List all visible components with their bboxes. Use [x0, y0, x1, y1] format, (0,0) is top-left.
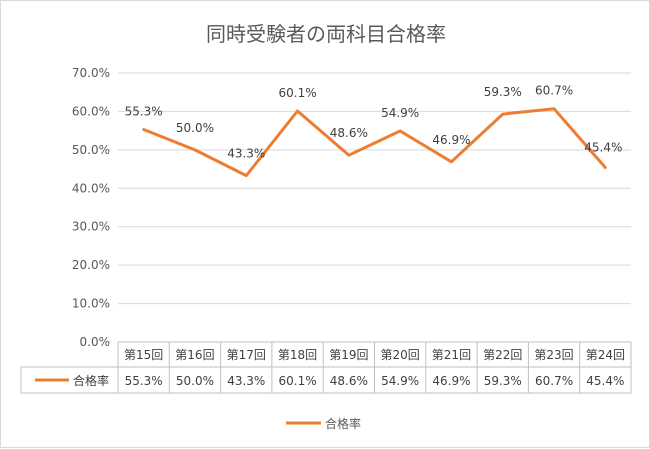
y-tick-label: 60.0% [72, 104, 110, 118]
table-value: 54.9% [381, 374, 419, 388]
x-tick-label: 第15回 [124, 348, 163, 362]
table-value: 48.6% [330, 374, 368, 388]
x-tick-label: 第16回 [175, 348, 214, 362]
data-labels: 55.3% 50.0% 43.3% 60.1% 48.6% 54.9% 46.9% 59.3%… [125, 84, 623, 161]
x-tick-label: 第19回 [329, 348, 368, 362]
y-tick-label: 40.0% [72, 181, 110, 195]
table-value: 45.4% [586, 374, 624, 388]
table-value: 50.0% [176, 374, 214, 388]
data-label: 54.9% [381, 106, 419, 120]
series-layer [142, 107, 607, 178]
legend-label: 合格率 [325, 416, 361, 431]
x-tick-label: 第23回 [534, 348, 573, 362]
table-value: 59.3% [484, 374, 522, 388]
table-value: 55.3% [125, 374, 163, 388]
data-label: 60.1% [278, 86, 316, 100]
x-tick-label: 第22回 [483, 348, 522, 362]
y-tick-label: 50.0% [72, 143, 110, 157]
table-value: 43.3% [227, 374, 265, 388]
data-table: 第15回 55.3% 第16回 50.0% 第17回 43.3% 第18回 60.1% 第19回… [20, 341, 632, 394]
y-axis-ticks: 0.0% 10.0% 20.0% 30.0% 40.0% 50.0% 60.0% 70.0% [72, 66, 110, 349]
table-value: 60.1% [278, 374, 316, 388]
y-tick-label: 20.0% [72, 258, 110, 272]
y-tick-label: 10.0% [72, 297, 110, 311]
data-label: 60.7% [535, 84, 573, 98]
data-label: 59.3% [484, 85, 522, 99]
x-tick-label: 第21回 [432, 348, 471, 362]
y-tick-label: 70.0% [72, 66, 110, 80]
data-label: 48.6% [330, 126, 368, 140]
grid [118, 72, 631, 305]
table-value: 46.9% [432, 374, 470, 388]
data-label: 50.0% [176, 121, 214, 135]
table-series-name: 合格率 [73, 373, 109, 388]
chart-title: 同時受験者の両科目合格率 [206, 22, 446, 46]
data-label: 43.3% [227, 147, 265, 161]
x-tick-label: 第24回 [586, 348, 625, 362]
x-tick-label: 第18回 [278, 348, 317, 362]
x-tick-label: 第20回 [381, 348, 420, 362]
series-line [142, 107, 607, 178]
data-label: 45.4% [584, 141, 622, 155]
legend: 合格率 [286, 416, 361, 431]
data-label: 55.3% [125, 104, 163, 118]
y-tick-label: 0.0% [80, 335, 111, 349]
x-tick-label: 第17回 [227, 348, 266, 362]
table-value: 60.7% [535, 374, 573, 388]
y-tick-label: 30.0% [72, 220, 110, 234]
data-label: 46.9% [432, 133, 470, 147]
